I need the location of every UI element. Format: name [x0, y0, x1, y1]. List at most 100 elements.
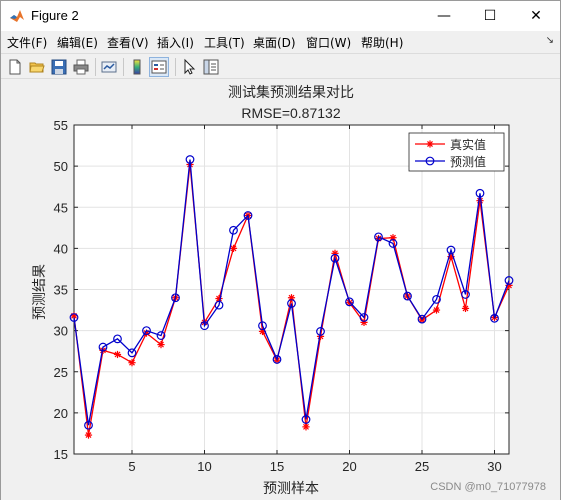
- toolbar-separator: [123, 58, 124, 76]
- data-point-asterisk: [287, 294, 296, 302]
- menu-insert[interactable]: 插入(I): [157, 36, 194, 50]
- data-point-circle: [345, 297, 354, 307]
- data-point-asterisk: [229, 244, 238, 252]
- data-point-circle: [446, 245, 456, 255]
- menu-tools[interactable]: 工具(T): [204, 36, 245, 50]
- data-point-asterisk: [128, 359, 136, 367]
- menu-bar: 文件(F) 编辑(E) 查看(V) 插入(I) 工具(T) 桌面(D) 窗口(W…: [1, 31, 560, 53]
- data-point-circle: [461, 290, 470, 299]
- close-button[interactable]: ✕: [513, 1, 559, 31]
- data-point-circle: [403, 291, 412, 301]
- data-point-asterisk: [157, 341, 165, 349]
- plot-figure: 测试集预测结果对比 RMSE=0.87132 15 20 25 30 35 40 45 50 5…: [32, 84, 514, 497]
- save-button[interactable]: [49, 57, 69, 77]
- data-point-circle: [301, 415, 311, 424]
- data-point-circle: [127, 348, 137, 358]
- data-point-asterisk: [461, 304, 470, 313]
- data-point-circle: [258, 321, 267, 331]
- data-point-asterisk: [302, 423, 310, 431]
- y-tick-label: 40: [54, 241, 68, 256]
- menu-file[interactable]: 文件(F): [7, 36, 48, 50]
- close-icon: ✕: [530, 8, 542, 24]
- menu-desktop[interactable]: 桌面(D): [253, 36, 296, 50]
- pointer-button[interactable]: [179, 57, 199, 77]
- new-figure-icon: [9, 59, 21, 75]
- open-file-icon: [29, 62, 45, 73]
- save-icon: [51, 59, 67, 75]
- minimize-button[interactable]: —: [421, 1, 467, 31]
- data-point-circle: [142, 326, 151, 336]
- data-point-circle: [98, 342, 108, 352]
- y-tick-label: 35: [54, 283, 68, 298]
- maximize-button[interactable]: ☐: [467, 1, 513, 31]
- property-inspector-icon: [203, 59, 219, 75]
- data-point-circle: [374, 232, 383, 242]
- link-plot-icon: [101, 61, 117, 73]
- data-point-circle: [504, 276, 514, 285]
- data-point-asterisk: [432, 306, 441, 314]
- grid-lines: [74, 124, 509, 455]
- x-axis-label: 预测样本: [263, 481, 319, 497]
- legend-label: 真实值: [450, 137, 486, 152]
- series-layer: [69, 155, 514, 439]
- x-tick-label: 15: [270, 459, 284, 474]
- data-point-circle: [200, 321, 209, 331]
- menu-edit[interactable]: 编辑(E): [57, 36, 98, 50]
- y-tick-label: 15: [54, 447, 68, 462]
- x-tick-label: 10: [197, 459, 211, 474]
- open-file-button[interactable]: [27, 57, 47, 77]
- menu-window[interactable]: 窗口(W): [306, 36, 352, 50]
- y-tick-label: 50: [54, 159, 68, 174]
- y-axis-label: 预测结果: [32, 264, 48, 320]
- data-point-circle: [171, 293, 180, 303]
- data-point-circle: [287, 299, 296, 308]
- x-tick-label: 30: [487, 459, 501, 474]
- data-point-circle: [316, 327, 325, 336]
- menu-view[interactable]: 查看(V): [107, 36, 149, 50]
- y-tick-label: 55: [54, 118, 68, 133]
- data-point-circle: [432, 294, 441, 304]
- data-point-circle: [229, 225, 238, 235]
- x-tick-label: 5: [128, 459, 135, 474]
- property-inspector-button[interactable]: [201, 57, 221, 77]
- chart-title: 测试集预测结果对比: [228, 84, 354, 101]
- insert-legend-button[interactable]: [149, 57, 169, 77]
- data-point-asterisk: [113, 350, 122, 359]
- insert-colorbar-icon: [133, 59, 141, 75]
- data-point-circle: [417, 314, 427, 324]
- data-point-circle: [388, 239, 398, 248]
- insert-colorbar-button[interactable]: [127, 57, 147, 77]
- data-point-circle: [69, 313, 79, 322]
- menu-help[interactable]: 帮助(H): [361, 36, 404, 50]
- print-button[interactable]: [71, 57, 91, 77]
- x-tick-label: 20: [342, 459, 356, 474]
- minimize-icon: —: [437, 8, 451, 24]
- data-point-circle: [156, 331, 166, 340]
- data-point-circle: [359, 313, 369, 322]
- legend-label: 预测值: [450, 154, 486, 169]
- y-tick-label: 45: [54, 200, 68, 215]
- series-line-2: [73, 159, 510, 426]
- link-plot-button[interactable]: [99, 57, 119, 77]
- legend-box: [408, 132, 505, 172]
- figure-canvas: 测试集预测结果对比 RMSE=0.87132 15 20 25 30 35 40 45 50 5…: [1, 80, 560, 500]
- toolbar-separator: [95, 58, 96, 76]
- data-point-circle: [490, 313, 499, 323]
- menu-overflow-icon[interactable]: ↘: [545, 35, 554, 46]
- print-icon: [73, 59, 89, 75]
- data-point-circle: [330, 253, 340, 263]
- y-tick-label: 30: [54, 324, 68, 339]
- insert-legend-icon: [151, 60, 167, 74]
- window-title: Figure 2: [31, 8, 79, 23]
- watermark-text: CSDN @m0_71077978: [430, 481, 546, 493]
- data-point-circle: [475, 188, 485, 198]
- y-tick-label: 25: [54, 365, 68, 380]
- matlab-logo-icon: [10, 10, 24, 22]
- toolbar-separator: [175, 58, 176, 76]
- title-bar[interactable]: Figure 2 — ☐ ✕: [1, 1, 560, 31]
- data-point-circle: [243, 211, 253, 220]
- new-figure-button[interactable]: [5, 57, 25, 77]
